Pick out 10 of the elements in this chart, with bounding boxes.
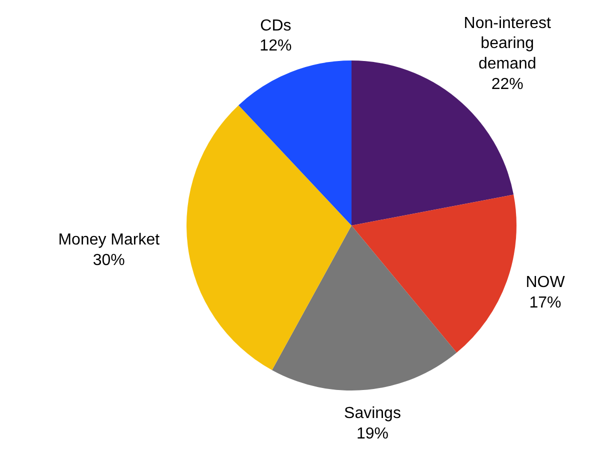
slice-label: NOW — [526, 274, 566, 292]
data-label: 30% — [92, 252, 125, 270]
slice-label: Non-interest bearing demand — [464, 14, 552, 73]
slice-label: Savings — [344, 404, 401, 422]
data-label: 17% — [529, 294, 562, 312]
slice-label: Money Market — [58, 232, 160, 249]
data-label: 19% — [356, 425, 389, 442]
data-label: 12% — [260, 38, 292, 55]
slice-label: CDs — [260, 17, 292, 34]
data-label: 22% — [491, 76, 524, 93]
